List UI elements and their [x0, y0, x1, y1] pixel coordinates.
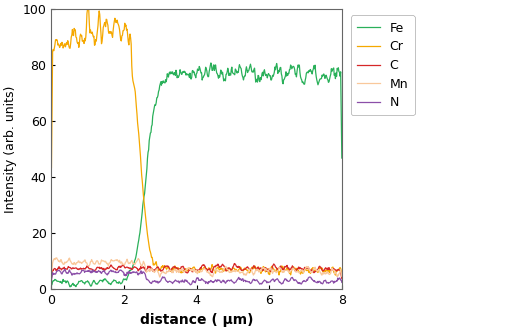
Mn: [288, 269, 294, 273]
C: [287, 267, 293, 271]
Mn: [54, 256, 60, 260]
Line: Mn: Mn: [52, 258, 342, 277]
Cr: [332, 273, 338, 277]
Cr: [49, 166, 55, 169]
N: [288, 277, 294, 281]
Mn: [333, 271, 339, 275]
Cr: [187, 266, 193, 270]
Fe: [208, 61, 214, 65]
N: [187, 283, 194, 287]
C: [49, 276, 55, 280]
Mn: [189, 268, 196, 272]
N: [222, 281, 228, 285]
N: [339, 280, 345, 284]
N: [187, 283, 193, 287]
Cr: [206, 266, 212, 270]
Mn: [49, 272, 55, 276]
N: [49, 278, 55, 282]
N: [189, 280, 196, 284]
Y-axis label: Intensity (arb. units): Intensity (arb. units): [4, 86, 17, 213]
C: [339, 277, 345, 281]
Mn: [222, 265, 228, 269]
C: [186, 267, 193, 271]
C: [232, 261, 238, 265]
C: [205, 267, 211, 271]
Cr: [222, 266, 228, 270]
Fe: [222, 79, 228, 83]
C: [221, 264, 227, 268]
Mn: [339, 274, 345, 278]
Fe: [339, 156, 345, 160]
Legend: Fe, Cr, C, Mn, N: Fe, Cr, C, Mn, N: [351, 16, 415, 116]
Fe: [206, 70, 212, 73]
Fe: [288, 63, 294, 67]
Fe: [333, 71, 339, 75]
X-axis label: distance ( μm): distance ( μm): [140, 313, 253, 327]
Line: N: N: [52, 269, 342, 285]
Line: Cr: Cr: [52, 9, 342, 276]
Fe: [67, 285, 73, 289]
N: [333, 279, 339, 283]
Cr: [287, 271, 293, 275]
Cr: [84, 7, 91, 11]
C: [188, 267, 194, 271]
Line: Fe: Fe: [52, 63, 342, 287]
Mn: [157, 275, 163, 279]
Fe: [187, 71, 193, 75]
Cr: [188, 267, 195, 271]
Fe: [188, 75, 195, 79]
Mn: [187, 267, 194, 271]
Fe: [49, 283, 55, 287]
Line: C: C: [52, 263, 342, 279]
N: [207, 280, 213, 284]
Cr: [339, 274, 345, 278]
Mn: [207, 271, 213, 275]
C: [332, 268, 338, 272]
N: [62, 267, 68, 271]
